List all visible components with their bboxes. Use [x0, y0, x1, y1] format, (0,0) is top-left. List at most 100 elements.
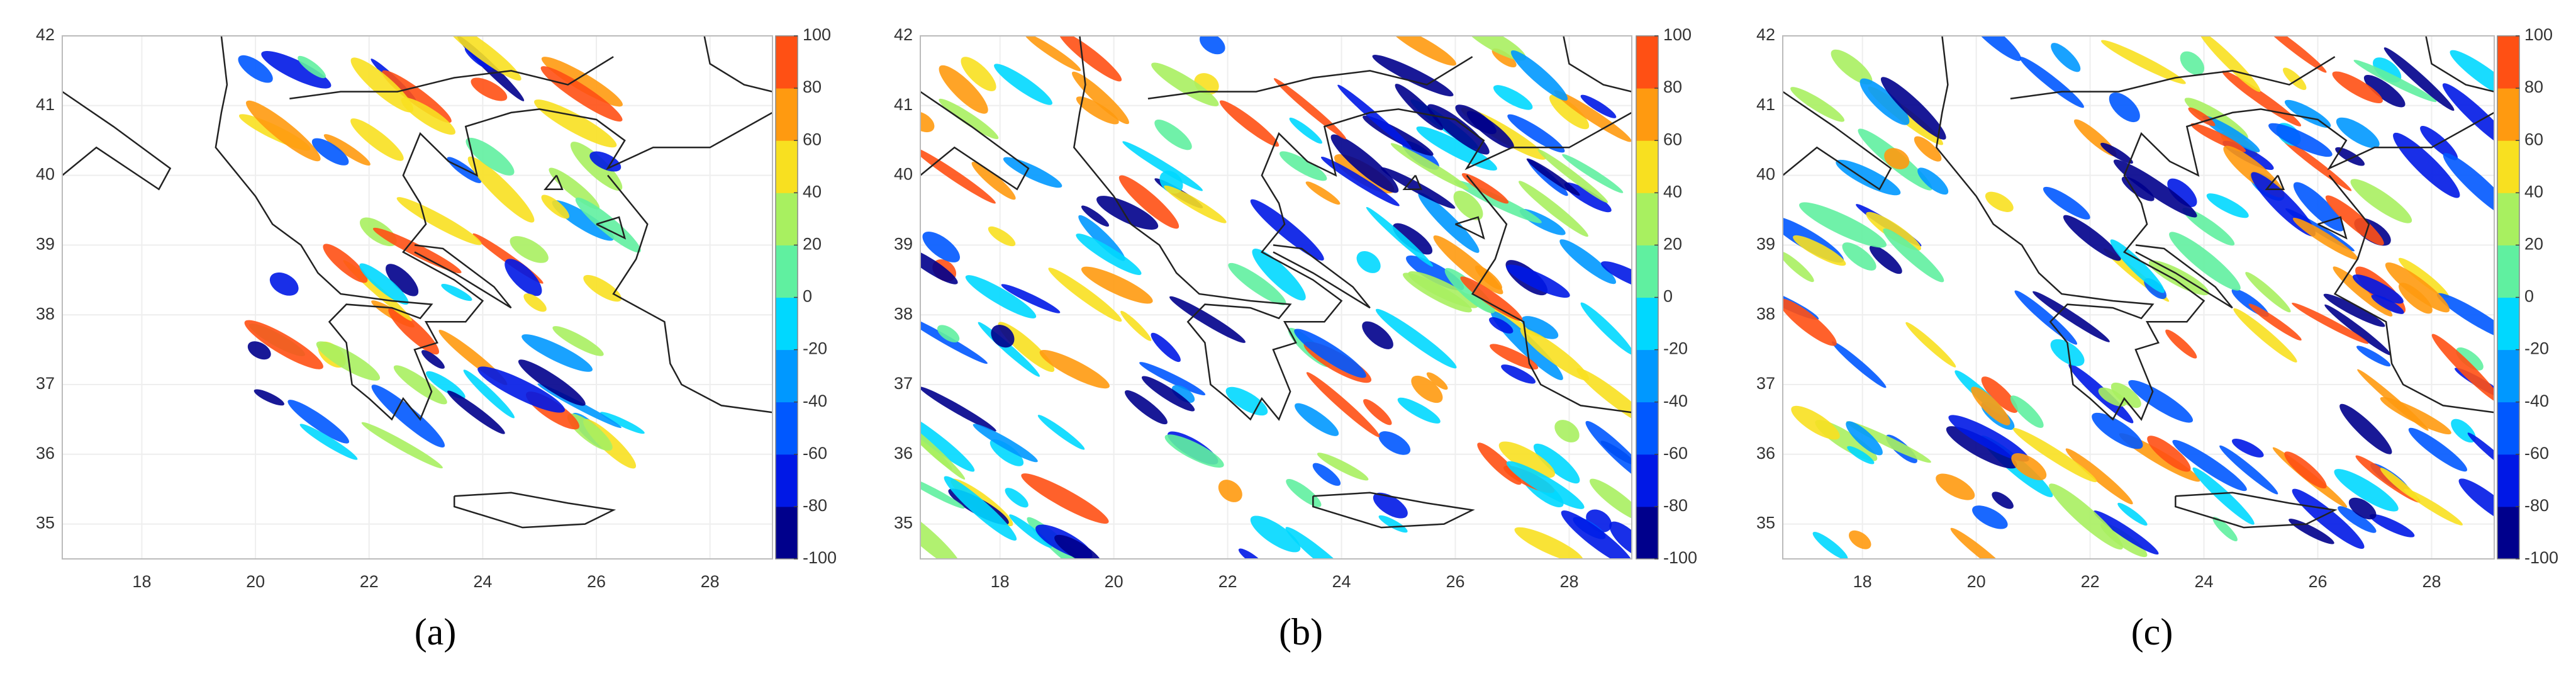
field-patch	[541, 57, 623, 107]
field-patch	[2436, 293, 2494, 341]
field-patch	[1514, 527, 1583, 559]
x-tick-label: 24	[473, 572, 492, 591]
field-patch	[1562, 154, 1624, 193]
map-panel: 18 20 22 24 26 28 35 36 37 38 39 40 41 42 -100 -80 -60 -4…	[36, 25, 837, 653]
field-patch	[1507, 114, 1565, 153]
field-patch	[518, 359, 586, 406]
colorbar-segment	[1636, 140, 1658, 193]
colorbar-tick-label: -100	[2524, 548, 2558, 567]
field-patch	[2192, 467, 2255, 525]
field-patch	[1791, 405, 1840, 440]
colorbar-segment	[776, 297, 798, 351]
panel-label: (c)	[2131, 611, 2173, 653]
coastline	[2135, 244, 2233, 309]
field-patch	[1554, 90, 1632, 142]
colorbar-tick-label: 60	[803, 130, 822, 149]
y-tick-label: 37	[1756, 374, 1775, 393]
colorbar-segment	[2497, 193, 2519, 245]
field-patch	[244, 320, 323, 369]
field-patch	[1883, 228, 1944, 283]
field-patch	[1905, 322, 1956, 368]
field-patch	[1510, 50, 1568, 101]
colorbar-tick-label: 20	[2524, 235, 2543, 254]
coastline	[1273, 244, 1371, 309]
field-patch	[1320, 157, 1400, 206]
field-patch	[2014, 290, 2078, 345]
field-patch	[2169, 232, 2241, 291]
y-tick-label: 42	[1756, 25, 1775, 44]
field-layer	[1783, 36, 2494, 559]
field-patch	[1831, 341, 1887, 388]
field-patch	[2167, 178, 2197, 207]
field-patch	[2332, 71, 2383, 103]
coastline	[1147, 56, 1473, 99]
field-patch	[372, 227, 462, 274]
colorbar-segment	[1636, 297, 1658, 351]
colorbar-segment	[1636, 193, 1658, 245]
field-patch	[1330, 134, 1399, 193]
field-patch	[1375, 308, 1457, 369]
field-patch	[510, 236, 549, 263]
field-patch	[1526, 158, 1580, 196]
field-patch	[1081, 205, 1110, 227]
field-patch	[1444, 267, 1495, 313]
colorbar-tick-label: -100	[803, 548, 837, 567]
field-patch	[1790, 87, 1845, 122]
field-patch	[1836, 159, 1901, 196]
colorbar-tick-label: 20	[803, 235, 822, 254]
y-tick-label: 37	[894, 374, 913, 393]
field-patch	[421, 350, 445, 369]
field-patch	[920, 315, 988, 364]
field-patch	[1164, 185, 1227, 223]
field-patch	[990, 439, 1024, 466]
field-patch	[2456, 347, 2484, 371]
field-patch	[1848, 530, 1871, 549]
field-patch	[467, 156, 535, 223]
colorbar-segment	[2497, 506, 2519, 560]
field-patch	[2350, 179, 2412, 223]
x-tick-label: 22	[2081, 572, 2100, 591]
colorbar-tick-label: -40	[2524, 391, 2549, 410]
field-patch	[521, 334, 593, 372]
field-patch	[1169, 296, 1246, 343]
field-patch	[549, 167, 600, 210]
field-patch	[350, 57, 414, 113]
field-patch	[920, 410, 975, 472]
x-tick-label: 20	[1105, 572, 1124, 591]
field-patch	[1831, 49, 1873, 85]
y-tick-label: 35	[894, 514, 913, 532]
colorbar-tick-label: 80	[1663, 77, 1682, 96]
colorbar-tick-label: 60	[1663, 130, 1682, 149]
field-patch	[2051, 43, 2081, 72]
field-patch	[2292, 217, 2358, 260]
field-patch	[1048, 267, 1122, 322]
field-patch	[1971, 386, 2010, 425]
field-patch	[1549, 94, 1590, 130]
field-patch	[944, 476, 1017, 541]
field-patch	[2219, 445, 2278, 495]
plot-frame	[920, 35, 1632, 560]
field-patch	[1378, 431, 1411, 455]
coastline	[453, 492, 616, 529]
field-patch	[1576, 368, 1632, 428]
colorbar-tick-label: -40	[803, 391, 827, 410]
field-patch	[552, 200, 615, 241]
field-patch	[1846, 421, 1883, 456]
panel-label: (a)	[415, 611, 457, 653]
field-patch	[2404, 488, 2463, 526]
field-patch	[2206, 193, 2249, 218]
field-patch	[463, 369, 515, 419]
field-patch	[1466, 111, 1514, 149]
field-patch	[1493, 85, 1533, 110]
y-tick-label: 41	[36, 95, 55, 114]
field-patch	[2258, 36, 2327, 73]
field-patch	[1071, 71, 1129, 125]
field-patch	[382, 70, 452, 123]
colorbar-segment	[776, 140, 798, 193]
field-patch	[2093, 510, 2159, 555]
field-patch	[1295, 403, 1339, 436]
field-patch	[1306, 372, 1380, 437]
field-patch	[350, 118, 404, 161]
field-patch	[396, 197, 482, 245]
field-patch	[991, 325, 1015, 348]
